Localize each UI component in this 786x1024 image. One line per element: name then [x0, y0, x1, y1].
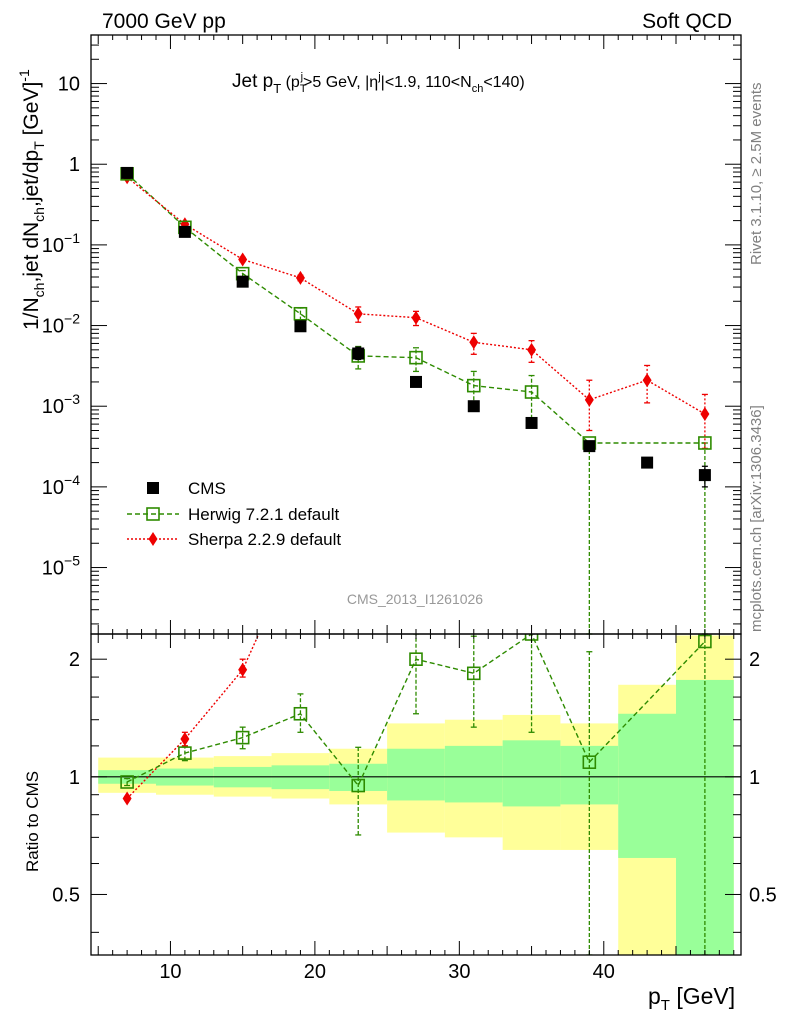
- legend-label: Herwig 7.2.1 default: [188, 505, 339, 524]
- plot-title: Jet pT (pTj>5 GeV, |ηj|<1.9, 110<Nch<140…: [232, 71, 525, 96]
- y-tick-label: 1: [69, 154, 80, 176]
- sherpa-point: [353, 306, 363, 321]
- cms-point: [121, 166, 134, 179]
- y-tick-label: 10−4: [42, 472, 80, 499]
- herwig-point: [524, 385, 539, 399]
- main-ylabel: 1/Nch,jet dNch,jet/dpT [GeV]-1: [16, 69, 47, 330]
- sherpa-ratio-line: [126, 634, 260, 799]
- mcplots-label: mcplots.cern.ch [arXiv:1306.3436]: [748, 405, 765, 632]
- x-tick-label: 10: [159, 961, 181, 983]
- cms-point: [525, 416, 538, 429]
- herwig-point: [146, 507, 160, 521]
- ratio-ylabel: Ratio to CMS: [23, 771, 42, 872]
- herwig-ratio-line: [126, 634, 706, 787]
- y-tick-label: 10−2: [42, 311, 80, 338]
- header-right: Soft QCD: [642, 10, 732, 33]
- y-tick-label: 10: [58, 74, 80, 96]
- band-green: [676, 679, 734, 955]
- sherpa-point: [295, 270, 305, 285]
- ratio-y-tick-label-right: 0.5: [749, 884, 777, 906]
- sherpa-point: [584, 392, 594, 407]
- herwig-point: [293, 306, 308, 321]
- herwig-point: [466, 666, 481, 681]
- cms-point: [410, 375, 422, 388]
- legend-label: CMS: [188, 479, 226, 498]
- main-marks: [120, 166, 712, 635]
- cms-point: [352, 347, 365, 360]
- ratio-y-tick-label: 1: [69, 767, 80, 789]
- sherpa-point: [642, 373, 652, 388]
- herwig-point: [409, 652, 423, 666]
- ratio-clipped: [120, 634, 712, 955]
- sherpa-point: [700, 407, 710, 422]
- sherpa-point: [411, 310, 421, 325]
- ratio-y-tick-label-right: 2: [749, 649, 760, 671]
- sherpa-point: [238, 662, 248, 677]
- analysis-id: CMS_2013_I1261026: [347, 591, 483, 607]
- legend: CMS Herwig 7.2.1 default Sherpa 2.2.9 defa…: [127, 479, 341, 549]
- herwig-point: [351, 778, 366, 793]
- herwig-line: [126, 173, 705, 444]
- band-green: [444, 745, 503, 803]
- xlabel: pT [GeV]: [648, 983, 735, 1014]
- cms-point: [467, 400, 480, 413]
- x-tick-label: 30: [448, 961, 470, 983]
- x-tick-label: 20: [304, 961, 326, 983]
- sherpa-point: [122, 791, 132, 806]
- band-green: [387, 748, 445, 801]
- y-tick-label: 10−1: [42, 230, 80, 257]
- cms-point: [147, 482, 159, 494]
- band-green: [502, 740, 561, 807]
- cms-point: [641, 456, 654, 469]
- sherpa-point: [180, 731, 190, 746]
- x-tick-label: 40: [593, 961, 615, 983]
- sherpa-point: [527, 342, 537, 357]
- legend-label: Sherpa 2.2.9 default: [188, 530, 341, 549]
- band-green: [618, 713, 676, 858]
- sherpa-point: [238, 252, 248, 267]
- rivet-label: Rivet 3.1.10, ≥ 2.5M events: [748, 83, 765, 266]
- herwig-point: [698, 436, 712, 450]
- ratio-y-tick-label: 0.5: [52, 884, 80, 906]
- header-left: 7000 GeV pp: [102, 10, 226, 33]
- sherpa-point: [148, 532, 158, 546]
- y-tick-label: 10−5: [42, 553, 80, 580]
- cms-point: [236, 275, 249, 288]
- cms-point: [294, 320, 307, 333]
- cms-point: [698, 469, 711, 482]
- y-tick-label: 10−3: [42, 391, 80, 418]
- herwig-point: [120, 775, 134, 789]
- herwig-point: [235, 730, 250, 745]
- cms-point: [583, 440, 596, 453]
- ratio-y-tick-label: 2: [69, 649, 80, 671]
- herwig-point: [466, 378, 481, 393]
- herwig-point: [582, 755, 597, 770]
- herwig-point: [178, 746, 192, 760]
- herwig-point: [293, 706, 308, 721]
- ratio-marks: [120, 634, 712, 955]
- ratio-y-tick-label-right: 1: [749, 767, 760, 789]
- sherpa-point: [469, 335, 479, 350]
- cms-point: [178, 225, 191, 238]
- axes: 10 20 30 40 10 1 10−1 10−2 10−3 10−4 10−5 0.5 0.5 1 1 2…: [42, 34, 777, 983]
- herwig-point: [409, 350, 423, 365]
